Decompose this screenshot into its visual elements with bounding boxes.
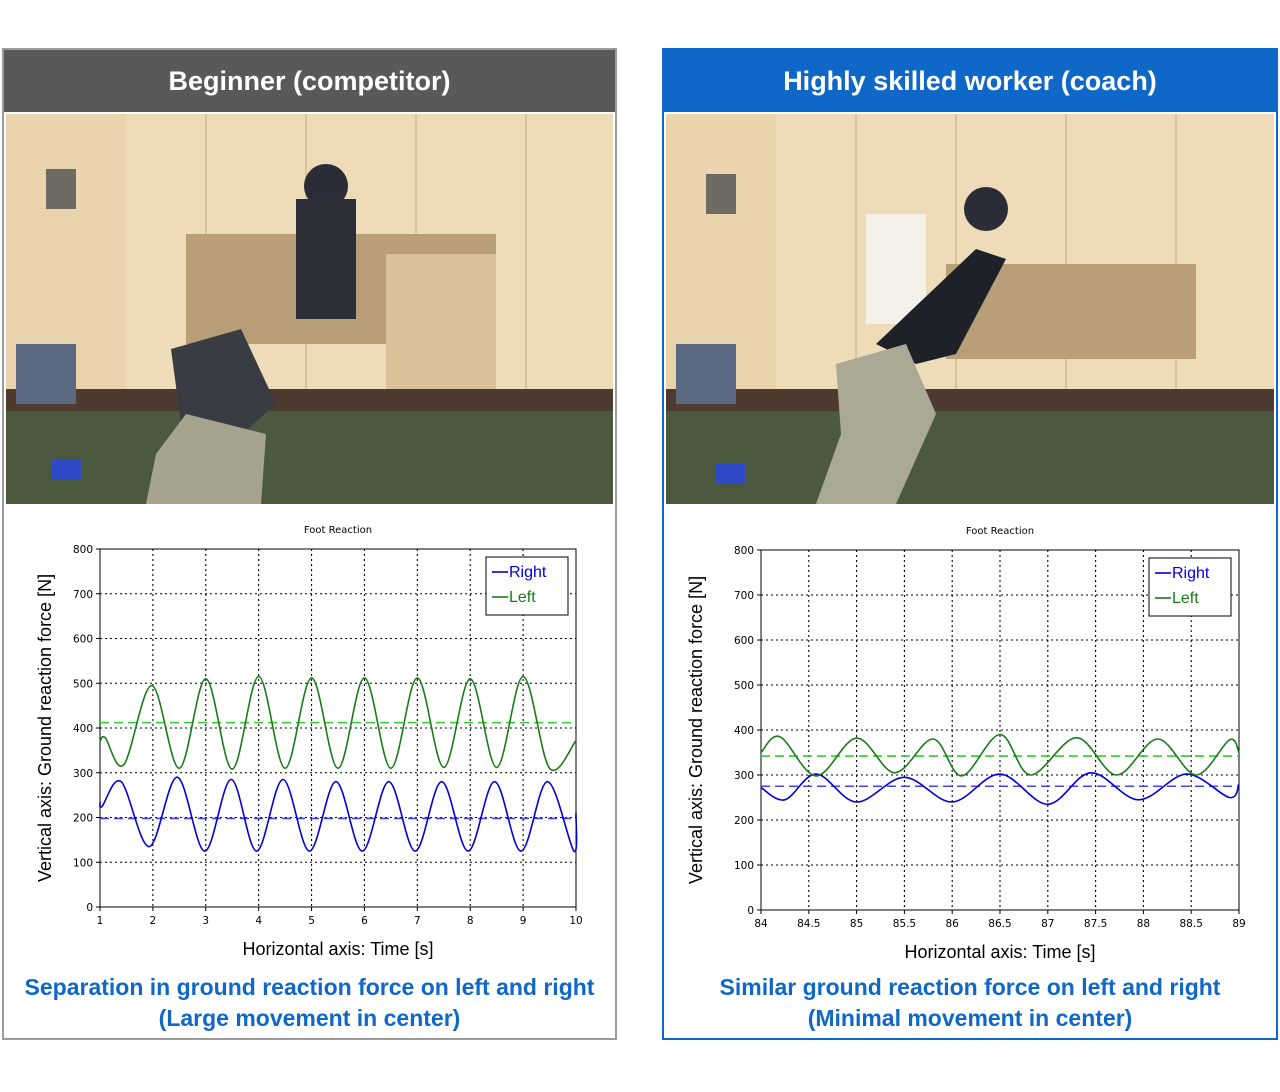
chart-title: Foot Reaction — [966, 526, 1034, 537]
beginner-panel: Beginner (competitor) Foot Reaction 1 2 3 4 5… — [2, 48, 617, 1040]
y-tick-label: 300 — [734, 770, 754, 782]
y-tick-label: 0 — [747, 905, 754, 917]
x-tick-label: 9 — [520, 915, 527, 927]
x-tick-label: 2 — [150, 915, 157, 927]
x-tick-label: 84 — [754, 918, 768, 930]
x-tick-label: 86.5 — [988, 918, 1011, 930]
x-tick-label: 89 — [1232, 918, 1245, 930]
x-tick-label: 4 — [255, 915, 262, 927]
x-axis-label: Horizontal axis: Time [s] — [242, 939, 433, 959]
beginner-panel-header: Beginner (competitor) — [4, 50, 615, 112]
legend-box — [1148, 557, 1232, 617]
y-tick-label: 800 — [734, 545, 754, 557]
x-tick-label: 10 — [569, 915, 582, 927]
y-tick-label: 800 — [73, 544, 93, 556]
y-tick-label: 300 — [73, 768, 93, 780]
skilled-panel-header: Highly skilled worker (coach) — [664, 50, 1276, 112]
x-tick-label: 88.5 — [1180, 918, 1203, 930]
x-tick-label: 5 — [308, 915, 315, 927]
skilled-chart: Foot Reaction 84 84.5 85 85.5 86 86.5 87 87.5 88 8… — [686, 526, 1246, 962]
y-tick-label: 500 — [73, 678, 93, 690]
y-tick-label: 200 — [734, 815, 754, 827]
x-tick-label: 3 — [202, 915, 209, 927]
x-tick-label: 6 — [361, 915, 368, 927]
legend-label-left: Left — [509, 589, 536, 606]
legend-label-right: Right — [509, 564, 547, 581]
skilled-caption-line2: (Minimal movement in center) — [807, 1005, 1133, 1031]
y-tick-label: 600 — [73, 634, 93, 646]
beginner-photo — [6, 114, 613, 504]
x-tick-label: 7 — [414, 915, 421, 927]
legend-label-left: Left — [1172, 590, 1199, 607]
series-line-left — [760, 733, 1240, 777]
beginner-caption-line2: (Large movement in center) — [158, 1005, 461, 1031]
skilled-caption: Similar ground reaction force on left an… — [664, 972, 1276, 1034]
x-tick-label: 8 — [467, 915, 474, 927]
legend-box — [485, 556, 569, 616]
y-tick-label: 100 — [734, 860, 754, 872]
skilled-panel: Highly skilled worker (coach) Foot React… — [662, 48, 1278, 1040]
y-tick-label: 400 — [73, 723, 93, 735]
x-tick-label: 84.5 — [797, 918, 820, 930]
x-tick-label: 86 — [946, 918, 960, 930]
x-tick-label: 1 — [97, 915, 104, 927]
chart-title: Foot Reaction — [304, 525, 372, 536]
x-axis-label: Horizontal axis: Time [s] — [904, 942, 1095, 962]
x-tick-label: 87.5 — [1084, 918, 1107, 930]
series-line-right — [99, 776, 578, 853]
x-tick-label: 85 — [850, 918, 863, 930]
y-tick-label: 200 — [73, 813, 93, 825]
y-axis-label: Vertical axis: Ground reaction force [N] — [35, 574, 55, 882]
beginner-caption: Separation in ground reaction force on l… — [4, 972, 615, 1034]
y-tick-label: 700 — [734, 590, 754, 602]
legend-label-right: Right — [1172, 565, 1210, 582]
y-tick-label: 700 — [73, 589, 93, 601]
x-tick-label: 88 — [1137, 918, 1150, 930]
y-tick-label: 100 — [73, 857, 93, 869]
y-tick-label: 400 — [734, 725, 754, 737]
y-tick-label: 600 — [734, 635, 754, 647]
beginner-caption-line1: Separation in ground reaction force on l… — [24, 974, 595, 1000]
series-line-right — [760, 771, 1240, 806]
x-tick-label: 87 — [1041, 918, 1054, 930]
y-tick-label: 500 — [734, 680, 754, 692]
series-line-left — [99, 675, 577, 772]
y-tick-label: 0 — [86, 902, 93, 914]
x-tick-label: 85.5 — [893, 918, 916, 930]
skilled-photo — [666, 114, 1274, 504]
skilled-caption-line1: Similar ground reaction force on left an… — [719, 974, 1221, 1000]
y-axis-label: Vertical axis: Ground reaction force [N] — [686, 576, 706, 884]
